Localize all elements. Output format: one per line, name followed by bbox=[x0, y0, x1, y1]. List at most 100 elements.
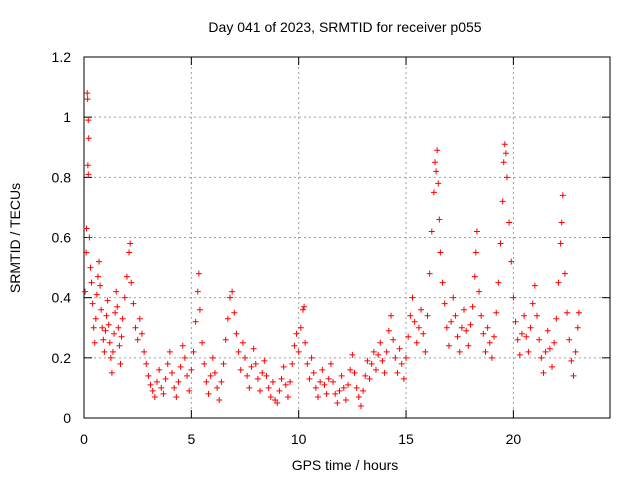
data-point bbox=[372, 366, 379, 373]
data-point bbox=[566, 336, 573, 343]
data-point bbox=[306, 375, 313, 382]
data-point bbox=[540, 369, 547, 376]
data-point bbox=[390, 336, 397, 343]
data-point bbox=[432, 159, 439, 166]
data-point bbox=[302, 339, 309, 346]
data-point bbox=[478, 312, 485, 319]
data-point bbox=[420, 330, 427, 337]
data-point bbox=[518, 330, 525, 337]
x-tick-label: 20 bbox=[506, 431, 522, 447]
data-point bbox=[570, 372, 577, 379]
data-point bbox=[315, 393, 322, 400]
data-point bbox=[128, 279, 135, 286]
data-point bbox=[304, 360, 311, 367]
data-point bbox=[269, 378, 276, 385]
data-point bbox=[160, 390, 167, 397]
y-tick-label: 0.4 bbox=[52, 290, 72, 306]
data-point bbox=[497, 240, 504, 247]
data-point bbox=[441, 300, 448, 307]
data-point bbox=[437, 249, 444, 256]
data-point bbox=[536, 336, 543, 343]
x-tick-label: 5 bbox=[187, 431, 195, 447]
data-point bbox=[126, 249, 133, 256]
data-point bbox=[506, 219, 513, 226]
data-point bbox=[445, 342, 452, 349]
data-point bbox=[415, 324, 422, 331]
data-point bbox=[559, 192, 566, 199]
data-point bbox=[484, 324, 491, 331]
data-point bbox=[164, 360, 171, 367]
data-point bbox=[254, 375, 261, 382]
data-point bbox=[544, 327, 551, 334]
data-point bbox=[284, 393, 291, 400]
data-point bbox=[407, 312, 414, 319]
data-point bbox=[377, 339, 384, 346]
data-point bbox=[422, 348, 429, 355]
data-point bbox=[169, 369, 176, 376]
data-point bbox=[523, 333, 530, 340]
data-point bbox=[495, 279, 502, 286]
data-point bbox=[325, 375, 332, 382]
data-point bbox=[278, 375, 285, 382]
data-point bbox=[82, 288, 89, 295]
data-point bbox=[472, 249, 479, 256]
y-tick-labels: 0 0.2 0.4 0.6 0.8 1 1.2 bbox=[52, 49, 72, 426]
data-point bbox=[555, 279, 562, 286]
data-point bbox=[259, 369, 266, 376]
data-point bbox=[538, 354, 545, 361]
data-point bbox=[85, 117, 92, 124]
data-point bbox=[323, 390, 330, 397]
y-axis-label: SRMTID / TECUs bbox=[7, 183, 23, 293]
data-point bbox=[92, 315, 99, 322]
data-point bbox=[546, 345, 553, 352]
data-point bbox=[347, 366, 354, 373]
data-point bbox=[572, 348, 579, 355]
data-point bbox=[293, 330, 300, 337]
data-point bbox=[85, 171, 92, 178]
data-point bbox=[231, 309, 238, 316]
data-point bbox=[252, 360, 259, 367]
data-point bbox=[145, 372, 152, 379]
data-point bbox=[112, 309, 119, 316]
data-point bbox=[106, 339, 113, 346]
data-point bbox=[274, 399, 281, 406]
data-point bbox=[368, 360, 375, 367]
data-point bbox=[291, 342, 298, 349]
data-point bbox=[413, 339, 420, 346]
data-point bbox=[86, 234, 93, 241]
data-point bbox=[85, 135, 92, 142]
data-point bbox=[357, 402, 364, 409]
data-point bbox=[488, 354, 495, 361]
data-point bbox=[113, 288, 120, 295]
data-point bbox=[411, 318, 418, 325]
data-point bbox=[330, 378, 337, 385]
data-point bbox=[107, 354, 114, 361]
data-point bbox=[132, 324, 139, 331]
data-point bbox=[503, 174, 510, 181]
x-axis-label: GPS time / hours bbox=[292, 457, 399, 473]
data-point bbox=[531, 282, 538, 289]
data-point bbox=[465, 342, 472, 349]
data-point bbox=[433, 168, 440, 175]
data-point bbox=[336, 387, 343, 394]
data-point bbox=[244, 372, 251, 379]
data-point bbox=[233, 330, 240, 337]
data-point bbox=[564, 309, 571, 316]
x-tick-labels: 0 5 10 15 20 bbox=[80, 431, 521, 447]
data-point bbox=[141, 348, 148, 355]
data-point bbox=[499, 198, 506, 205]
data-point bbox=[392, 354, 399, 361]
data-point bbox=[105, 321, 112, 328]
data-point bbox=[516, 351, 523, 358]
data-point bbox=[203, 378, 210, 385]
data-point bbox=[486, 339, 493, 346]
data-point bbox=[99, 324, 106, 331]
data-point bbox=[428, 228, 435, 235]
data-point bbox=[362, 372, 369, 379]
data-point bbox=[398, 360, 405, 367]
data-point bbox=[480, 330, 487, 337]
data-point bbox=[261, 357, 268, 364]
data-point bbox=[108, 369, 115, 376]
data-point bbox=[192, 318, 199, 325]
data-point bbox=[317, 378, 324, 385]
